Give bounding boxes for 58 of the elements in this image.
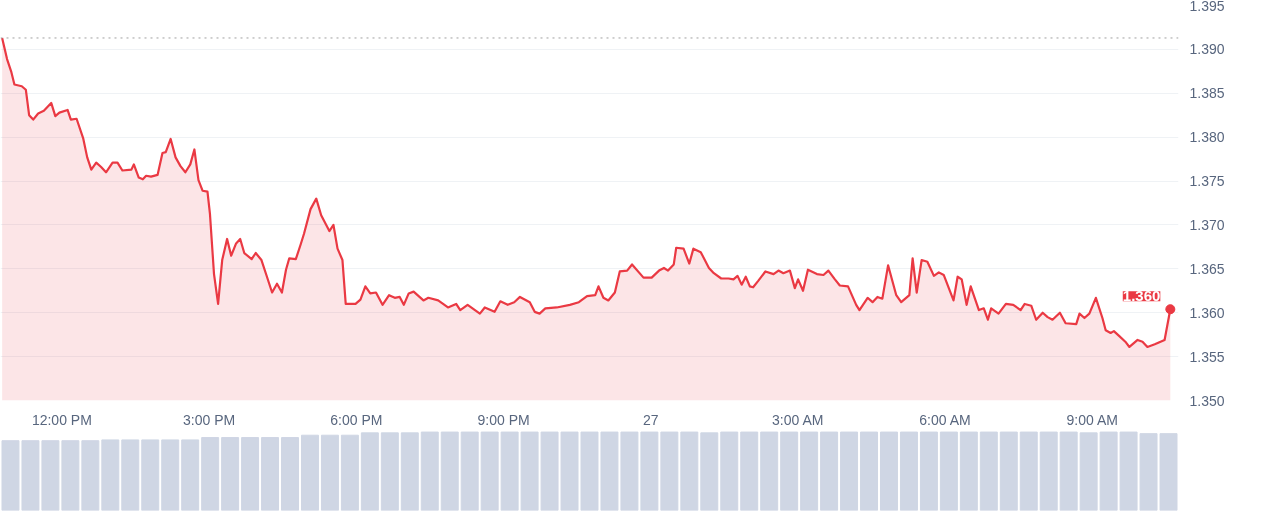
- bar: [919, 431, 938, 511]
- bar: [261, 437, 280, 511]
- bar: [760, 431, 779, 511]
- bar: [440, 431, 459, 511]
- bar: [820, 431, 839, 511]
- bar: [380, 432, 399, 511]
- bar: [780, 431, 799, 511]
- x-tick-label: 9:00 PM: [477, 411, 530, 428]
- bar: [281, 437, 299, 511]
- y-tick-label: 1.390: [1189, 41, 1225, 58]
- y-tick-label: 1.355: [1189, 348, 1225, 365]
- bar: [899, 431, 918, 511]
- bar: [420, 431, 439, 511]
- bar: [959, 431, 978, 511]
- bar: [999, 431, 1018, 511]
- bar: [880, 431, 898, 511]
- x-tick-label: 9:00 AM: [1066, 411, 1118, 428]
- bar: [1059, 431, 1078, 511]
- bar: [181, 439, 200, 511]
- x-tick-label: 27: [643, 411, 659, 428]
- bar: [480, 431, 499, 511]
- y-tick-label: 1.385: [1189, 85, 1225, 102]
- y-tick-label: 1.350: [1189, 392, 1225, 409]
- bar: [979, 431, 998, 511]
- bar: [340, 434, 359, 511]
- bar: [460, 431, 479, 511]
- bar: [860, 431, 879, 511]
- y-tick-label: 1.380: [1189, 129, 1225, 146]
- bar: [939, 431, 958, 511]
- bar: [241, 437, 260, 511]
- bar: [161, 439, 180, 511]
- bar: [400, 432, 419, 511]
- bar: [101, 439, 120, 511]
- bar: [201, 437, 220, 511]
- bar: [1039, 431, 1058, 511]
- bar: [840, 431, 859, 511]
- y-tick-label: 1.375: [1189, 173, 1225, 190]
- x-tick-label: 12:00 PM: [31, 411, 92, 428]
- x-tick-label: 6:00 PM: [330, 411, 383, 428]
- bar: [720, 431, 739, 511]
- y-tick-label: 1.365: [1189, 260, 1225, 277]
- y-tick-label: 1.360: [1189, 304, 1225, 321]
- bar: [300, 434, 319, 511]
- bar: [360, 432, 379, 511]
- x-tick-label: 6:00 AM: [919, 411, 971, 428]
- bar: [320, 434, 339, 511]
- x-tick-label: 3:00 PM: [183, 411, 236, 428]
- x-tick-label: 3:00 AM: [772, 411, 824, 428]
- bar: [221, 437, 240, 511]
- bar: [800, 431, 819, 511]
- bar: [141, 439, 160, 511]
- bar: [121, 439, 140, 511]
- annotation: 1.360: [1122, 287, 1161, 305]
- y-tick-label: 1.370: [1189, 216, 1225, 233]
- bar: [700, 432, 719, 511]
- bar: [740, 431, 759, 511]
- bar: [1019, 431, 1038, 511]
- y-tick-label: 1.395: [1189, 0, 1225, 14]
